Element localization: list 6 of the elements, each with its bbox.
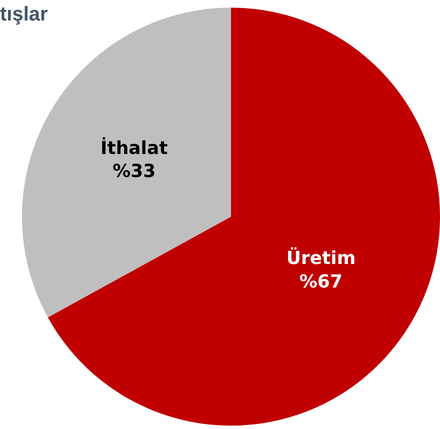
- data-label: %33: [112, 161, 156, 182]
- slice-label: İthalat: [100, 136, 168, 159]
- data-label: %67: [299, 272, 342, 293]
- pie-slice: [48, 8, 440, 426]
- chart-title: tışlar: [0, 3, 48, 26]
- slice-label: Üretim: [286, 247, 356, 270]
